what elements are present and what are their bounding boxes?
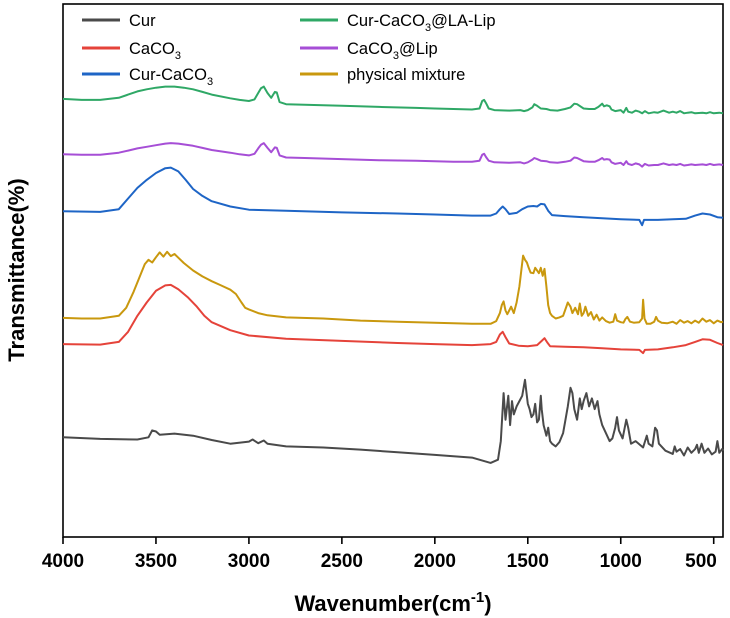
x-tick-label: 1500: [507, 551, 549, 572]
legend-label-base: CaCO: [129, 40, 175, 58]
legend-label-subscript: 3: [175, 50, 181, 62]
legend-label: physical mixture: [347, 66, 465, 84]
x-axis-title-superscript: -1: [471, 589, 484, 606]
legend-label: Cur: [129, 12, 156, 30]
legend-label-rest: @Lip: [399, 40, 438, 58]
legend: CurCaCO3Cur-CaCO3Cur-CaCO3@LA-LipCaCO3@L…: [82, 12, 496, 88]
x-axis-title-base: Wavenumber(cm: [294, 591, 470, 616]
series-line-cur-caco3: [62, 166, 724, 227]
legend-label-subscript: 3: [207, 76, 213, 88]
series-line-physical-mixture: [62, 250, 724, 325]
x-axis-title-close: ): [484, 591, 491, 616]
legend-label-base: CaCO: [347, 40, 393, 58]
x-tick-label: 3500: [135, 551, 177, 572]
series-line-cur: [62, 378, 724, 464]
legend-label-base: physical mixture: [347, 66, 465, 84]
x-tick-label: 3000: [228, 551, 270, 572]
x-tick-label: 1000: [600, 551, 642, 572]
legend-label-subscript: 3: [393, 50, 399, 62]
series-line-cur-caco3-la-lip: [62, 85, 724, 115]
series-line-caco3-lip: [62, 142, 724, 168]
legend-label-base: Cur: [129, 12, 156, 30]
y-axis-title: Transmittance(%): [4, 178, 29, 361]
spectra-layer: [62, 85, 724, 464]
legend-label: Cur-CaCO3@LA-Lip: [347, 12, 496, 34]
plot-frame: [62, 3, 724, 538]
x-tick-label: 4000: [42, 551, 84, 572]
x-tick-label: 2500: [321, 551, 363, 572]
legend-label: CaCO3: [129, 40, 181, 62]
x-tick-label: 500: [685, 551, 717, 572]
legend-label-rest: @LA-Lip: [431, 12, 495, 30]
x-tick-label: 2000: [414, 551, 456, 572]
legend-label: Cur-CaCO3: [129, 66, 213, 88]
legend-label-base: Cur-CaCO: [129, 66, 207, 84]
series-line-caco3: [62, 283, 724, 355]
legend-label: CaCO3@Lip: [347, 40, 438, 62]
legend-label-base: Cur-CaCO: [347, 12, 425, 30]
legend-label-subscript: 3: [425, 22, 431, 34]
x-axis-ticks: 4000 3500 3000 2500 2000 1500 1000 500: [42, 537, 717, 572]
x-axis-title: Wavenumber(cm-1): [294, 589, 491, 616]
